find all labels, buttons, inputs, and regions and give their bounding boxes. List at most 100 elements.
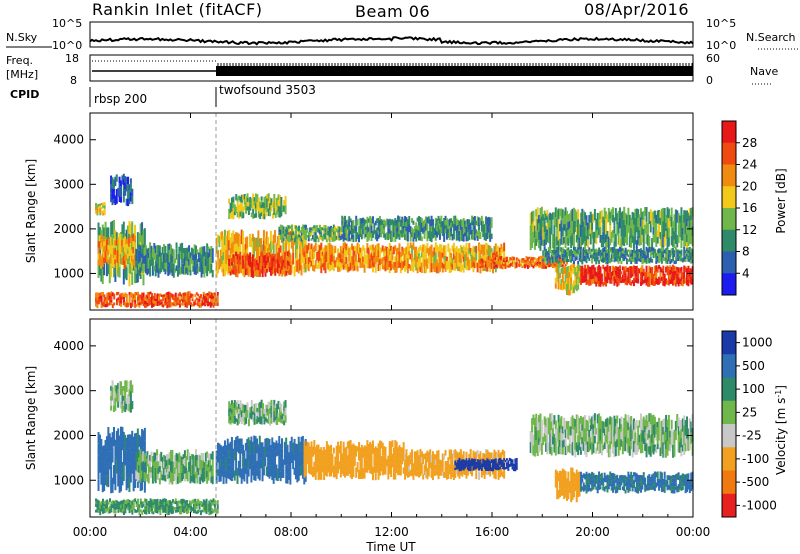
heatmap-cell [549, 241, 552, 250]
heatmap-cell [229, 416, 232, 421]
heatmap-cell [552, 259, 555, 263]
heatmap-cell [645, 229, 648, 237]
heatmap-cell [653, 280, 656, 286]
heatmap-cell [142, 451, 145, 462]
heatmap-cell [157, 509, 160, 512]
heatmap-cell [111, 245, 114, 257]
heatmap-cell [478, 234, 481, 240]
heatmap-cell [269, 445, 272, 456]
heatmap-cell [546, 265, 549, 267]
heatmap-cell [366, 258, 369, 264]
heatmap-cell [431, 263, 434, 270]
heatmap-cell [284, 205, 287, 210]
heatmap-cell [124, 269, 127, 279]
heatmap-cell [266, 194, 269, 199]
heatmap-cell [355, 254, 358, 263]
heatmap-cell [125, 464, 128, 478]
colorbar-swatch [722, 186, 736, 209]
heatmap-cell [96, 499, 99, 504]
heatmap-cell [341, 245, 344, 251]
heatmap-cell [670, 259, 673, 263]
heatmap-cell [172, 256, 175, 264]
heatmap-cell [170, 293, 173, 298]
heatmap-cell [164, 455, 167, 463]
heatmap-cell [128, 273, 131, 287]
heatmap-cell [356, 259, 359, 266]
heatmap-cell [334, 231, 337, 237]
heatmap-cell [591, 270, 594, 275]
heatmap-cell [251, 453, 254, 465]
heatmap-cell [617, 222, 620, 234]
heatmap-cell [176, 296, 179, 302]
heatmap-cell [670, 277, 673, 281]
heatmap-cell [381, 257, 384, 264]
heatmap-cell [304, 252, 307, 258]
heatmap-cell [183, 298, 186, 302]
heatmap-cell [132, 436, 135, 448]
heatmap-cell [197, 301, 200, 304]
heatmap-cell [672, 271, 675, 279]
heatmap-cell [132, 259, 135, 266]
heatmap-cell [109, 505, 112, 510]
heatmap-cell [485, 254, 488, 260]
heatmap-cell [465, 242, 468, 252]
heatmap-cell [338, 262, 341, 268]
heatmap-cell [471, 261, 474, 268]
heatmap-cell [666, 207, 669, 218]
heatmap-cell [334, 236, 337, 241]
heatmap-cell [127, 184, 130, 192]
heatmap-cell [221, 247, 224, 257]
heatmap-cell [288, 252, 291, 257]
heatmap-cell [498, 256, 501, 260]
heatmap-cell [554, 283, 557, 289]
heatmap-cell [153, 298, 156, 301]
heatmap-cell [110, 299, 113, 303]
heatmap-cell [479, 257, 482, 260]
heatmap-cell [651, 258, 654, 263]
heatmap-cell [102, 301, 105, 307]
heatmap-cell [609, 247, 612, 253]
heatmap-cell [201, 303, 204, 306]
heatmap-cell [673, 249, 676, 254]
heatmap-cell [613, 256, 616, 260]
heatmap-cell [155, 503, 158, 509]
heatmap-cell [542, 253, 545, 256]
heatmap-cell [406, 226, 409, 235]
heatmap-cell [271, 253, 274, 258]
heatmap-cell [301, 247, 304, 256]
heatmap-cell [184, 303, 187, 308]
heatmap-cell [669, 274, 672, 280]
heatmap-cell [609, 211, 612, 219]
heatmap-cell [228, 408, 231, 416]
heatmap-cell [233, 415, 236, 424]
heatmap-cell [185, 292, 188, 296]
heatmap-cell [278, 259, 281, 264]
heatmap-cell [483, 259, 486, 262]
heatmap-cell [567, 237, 570, 246]
heatmap-cell [649, 257, 652, 263]
heatmap-cell [154, 261, 157, 269]
heatmap-cell [687, 247, 690, 251]
heatmap-cell [606, 277, 609, 284]
heatmap-cell [660, 268, 663, 273]
heatmap-cell [112, 258, 115, 278]
heatmap-cell [115, 459, 118, 474]
heatmap-cell [660, 260, 663, 264]
heatmap-cell [254, 465, 257, 481]
heatmap-cell [140, 253, 143, 258]
heatmap-cell [630, 249, 633, 254]
heatmap-cell [669, 279, 672, 285]
heatmap-cell [199, 462, 202, 470]
heatmap-cell [211, 270, 214, 278]
heatmap-cell [260, 407, 263, 417]
heatmap-cell [577, 250, 580, 255]
heatmap-cell [131, 500, 134, 506]
heatmap-cell [353, 225, 356, 234]
heatmap-cell [303, 263, 306, 269]
heatmap-cell [209, 503, 212, 507]
heatmap-cell [409, 253, 412, 260]
heatmap-cell [269, 413, 272, 420]
heatmap-cell [172, 270, 175, 278]
heatmap-cell [380, 219, 383, 226]
heatmap-cell [98, 235, 101, 242]
